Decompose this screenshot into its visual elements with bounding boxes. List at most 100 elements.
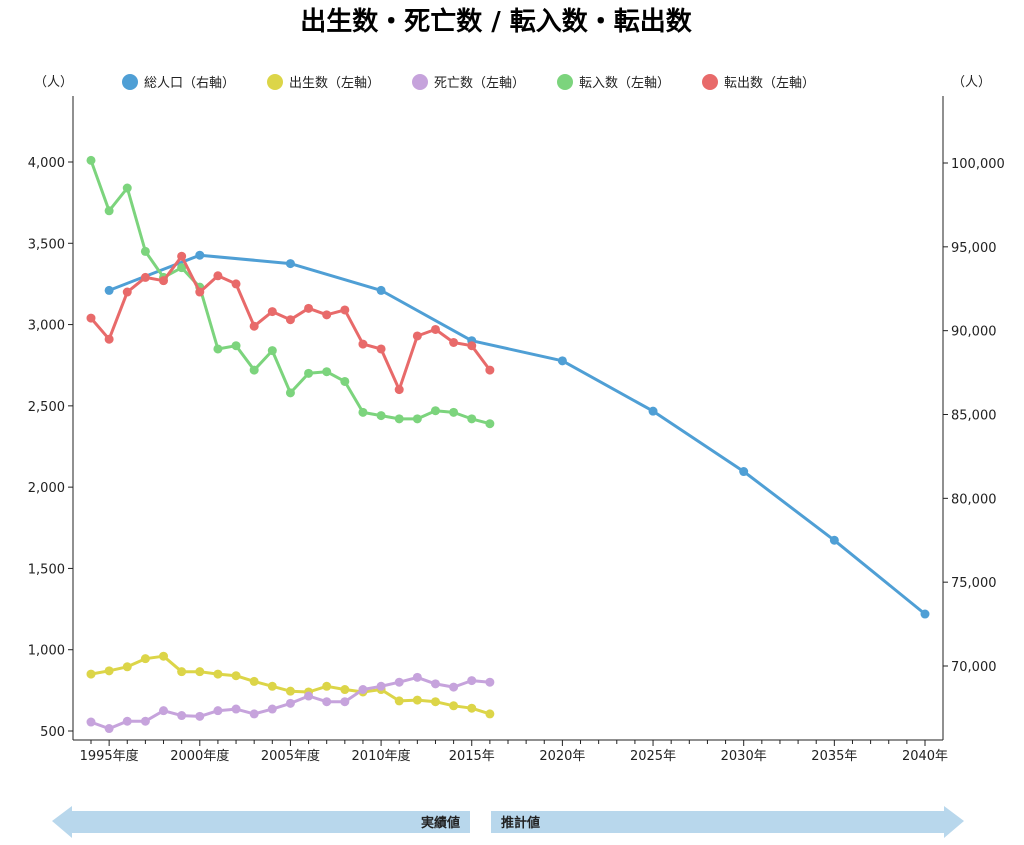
data-point xyxy=(140,246,150,256)
data-point xyxy=(231,704,241,714)
data-point xyxy=(467,341,477,351)
data-point xyxy=(249,709,259,719)
left-tick-label: 2,000 xyxy=(28,481,65,496)
legend-label: 総人口（右軸） xyxy=(144,76,235,91)
data-point xyxy=(285,686,295,696)
data-point xyxy=(195,250,205,260)
data-point xyxy=(177,251,187,261)
left-tick-label: 2,500 xyxy=(28,400,65,415)
x-tick-label: 2030年 xyxy=(721,749,767,764)
data-point xyxy=(557,356,567,366)
data-point xyxy=(285,259,295,269)
data-point xyxy=(285,388,295,398)
left-tick-label: 3,000 xyxy=(28,319,65,334)
data-point xyxy=(177,263,187,273)
data-point xyxy=(213,271,223,281)
data-point xyxy=(322,310,332,320)
right-tick-label: 70,000 xyxy=(951,660,997,675)
data-point xyxy=(467,703,477,713)
data-point xyxy=(195,287,205,297)
data-point xyxy=(285,698,295,708)
data-point xyxy=(648,406,658,416)
left-axis-unit: （人） xyxy=(34,75,73,90)
data-point xyxy=(467,414,477,424)
actual-values-arrow: 実績値 xyxy=(52,806,470,838)
data-point xyxy=(231,341,241,351)
data-point xyxy=(213,669,223,679)
x-tick-label: 2010年度 xyxy=(352,748,411,764)
x-tick-label: 2035年 xyxy=(811,749,857,764)
series-2 xyxy=(86,672,495,734)
chart-title: 出生数・死亡数 / 転入数・転出数 xyxy=(300,6,693,37)
data-point xyxy=(322,697,332,707)
data-point xyxy=(267,307,277,317)
data-point xyxy=(394,385,404,395)
data-point xyxy=(739,467,749,477)
axes xyxy=(72,96,944,741)
data-point xyxy=(86,155,96,165)
x-tick-label: 2020年 xyxy=(539,749,585,764)
data-point xyxy=(304,368,314,378)
projection-arrow-shape xyxy=(491,806,964,838)
data-point xyxy=(159,276,169,286)
legend-marker xyxy=(412,74,428,90)
x-tick-label: 2040年 xyxy=(902,749,948,764)
data-point xyxy=(376,344,386,354)
right-tick-label: 85,000 xyxy=(951,409,997,424)
data-point xyxy=(213,344,223,354)
right-axis-ticks: 70,000 75,000 80,000 85,000 90,000 95,000 100,… xyxy=(943,157,1005,675)
data-point xyxy=(267,704,277,714)
series-line xyxy=(89,159,491,426)
data-point xyxy=(122,183,132,193)
data-point xyxy=(358,339,368,349)
data-point xyxy=(485,419,495,429)
data-point xyxy=(195,711,205,721)
legend-label: 転入数（左軸） xyxy=(579,76,670,91)
data-point xyxy=(231,279,241,289)
left-tick-label: 4,000 xyxy=(28,156,65,171)
series-layer xyxy=(86,155,930,734)
data-point xyxy=(358,407,368,417)
left-axis-ticks: 500 1,000 1,500 2,000 2,500 3,000 3,500 4,000 xyxy=(28,156,73,740)
data-point xyxy=(340,697,350,707)
right-tick-label: 100,000 xyxy=(951,157,1005,172)
data-point xyxy=(104,285,114,295)
data-point xyxy=(430,406,440,416)
right-tick-label: 75,000 xyxy=(951,576,997,591)
legend-marker xyxy=(557,74,573,90)
data-point xyxy=(430,324,440,334)
left-tick-label: 3,500 xyxy=(28,237,65,252)
data-point xyxy=(249,365,259,375)
data-point xyxy=(195,667,205,677)
data-point xyxy=(86,313,96,323)
data-point xyxy=(394,696,404,706)
legend-marker xyxy=(267,74,283,90)
data-point xyxy=(304,303,314,313)
data-point xyxy=(122,287,132,297)
data-point xyxy=(249,321,259,331)
legend-label: 出生数（左軸） xyxy=(289,76,380,91)
data-point xyxy=(485,677,495,687)
data-point xyxy=(467,676,477,686)
data-point xyxy=(920,609,930,619)
legend-label: 転出数（左軸） xyxy=(724,76,815,91)
data-point xyxy=(449,701,459,711)
data-point xyxy=(122,662,132,672)
x-tick-label: 2015年 xyxy=(449,749,495,764)
data-point xyxy=(267,681,277,691)
data-point xyxy=(140,716,150,726)
right-tick-label: 90,000 xyxy=(951,325,997,340)
projection-values-arrow: 推計値 xyxy=(491,806,964,838)
data-point xyxy=(412,695,422,705)
data-point xyxy=(86,717,96,727)
data-point xyxy=(322,367,332,377)
actual-arrow-label: 実績値 xyxy=(421,815,460,831)
data-point xyxy=(231,671,241,681)
data-point xyxy=(376,411,386,421)
data-point xyxy=(140,654,150,664)
x-tick-label: 2000年度 xyxy=(170,748,229,764)
x-axis-ticks: 1995年度 2000年度 2005年度 2010年度 2015年 2020年 2025年 2… xyxy=(80,740,948,764)
data-point xyxy=(177,711,187,721)
data-point xyxy=(394,677,404,687)
data-point xyxy=(449,682,459,692)
